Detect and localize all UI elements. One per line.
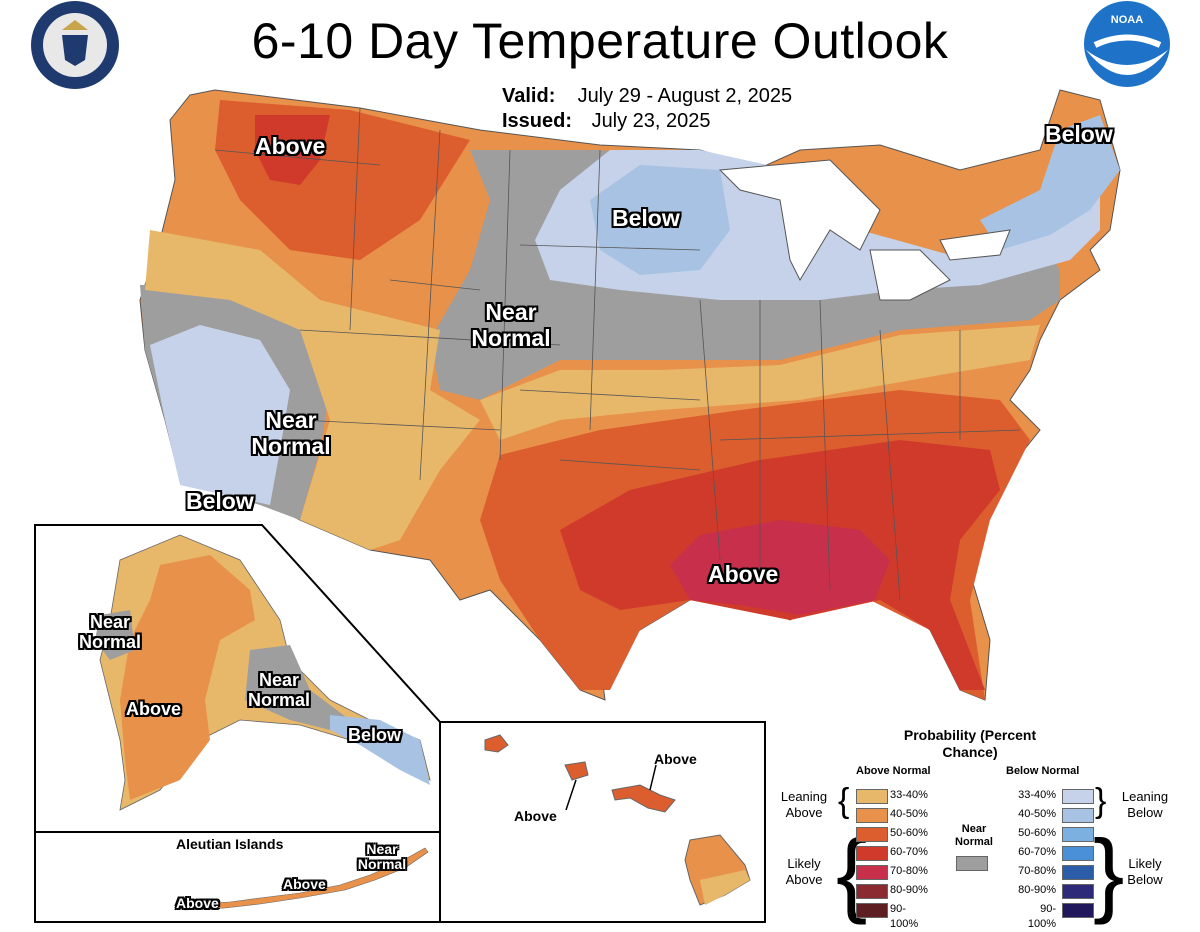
page-title: 6-10 Day Temperature Outlook (251, 13, 949, 69)
below-california (150, 325, 290, 505)
legend-below-swatch-1 (1062, 808, 1094, 823)
legend-below-label-5: 80-90% (1018, 884, 1056, 896)
aleutian-label-above-1: Above (283, 876, 326, 892)
kauai (484, 734, 509, 753)
label-near-normal-plains: Near Normal (471, 299, 551, 351)
legend-above-label-4: 70-80% (890, 865, 928, 877)
legend-below-swatch-5 (1062, 884, 1094, 899)
valid-label: Valid: (502, 85, 556, 107)
aleutian-title: Aleutian Islands (176, 836, 284, 852)
label-below-upper-midwest: Below (612, 205, 680, 231)
legend-below-label-3: 60-70% (1018, 846, 1056, 858)
hawaii-label-above-2: Above (654, 751, 697, 767)
issued-label: Issued: (502, 110, 573, 132)
legend-below-label-1: 40-50% (1018, 808, 1056, 820)
label-below-northeast: Below (1045, 121, 1113, 147)
legend-leaning-above: Leaning Above (780, 789, 828, 820)
brace-likely-below: } (1093, 820, 1125, 925)
label-near-normal-west: Near Normal (251, 407, 331, 459)
legend-above-label-3: 60-70% (890, 846, 928, 858)
alaska-near-normal-west (95, 610, 135, 660)
legend-below-label-6: 90-100% (1027, 903, 1056, 930)
issued-line: Issued: July 23, 2025 (502, 110, 711, 133)
hawaii-leader-2 (649, 764, 657, 791)
alaska-inset (34, 524, 441, 833)
aleutian-label-near-normal: Near Normal (357, 841, 407, 872)
valid-value: July 29 - August 2, 2025 (577, 85, 793, 107)
aleutian-inset (34, 831, 441, 923)
legend-below-swatch-4 (1062, 865, 1094, 880)
label-below-california: Below (186, 488, 254, 514)
conus-map (139, 89, 1121, 701)
brace-leaning-below: } (1095, 782, 1107, 820)
alaska-near-normal-south (245, 645, 350, 730)
hawaii-label-above-1: Above (514, 808, 557, 824)
legend-above-swatch-6 (856, 903, 888, 918)
legend-near-normal-swatch (956, 856, 988, 871)
legend-above-swatch-0 (856, 789, 888, 804)
state-borders (214, 107, 1021, 601)
aleutian-islands-chain (179, 847, 429, 911)
legend-above-label-1: 40-50% (890, 808, 928, 820)
legend-above-header: Above Normal (856, 765, 931, 777)
legend-below-swatch-0 (1062, 789, 1094, 804)
big-island-south (700, 870, 750, 905)
alaska-label-near-normal-west: Near Normal (78, 612, 141, 652)
likely-above-gulf-core (670, 520, 890, 615)
below-core-northeast (980, 115, 1120, 250)
legend-leaning-below: Leaning Below (1121, 789, 1169, 820)
noaa-logo-text: NOAA (1111, 14, 1143, 26)
legend-below-label-4: 70-80% (1018, 865, 1056, 877)
legend-likely-above: Likely Above (785, 856, 823, 887)
legend-below-label-0: 33-40% (1018, 789, 1056, 801)
legend-above-swatch-2 (856, 827, 888, 842)
legend-above-label-5: 80-90% (890, 884, 928, 896)
alaska-label-above: Above (126, 699, 182, 719)
legend-below-header: Below Normal (1006, 765, 1080, 777)
legend-above-swatch-4 (856, 865, 888, 880)
aleutian-label-above-2: Above (176, 895, 219, 911)
hawaii-leader-1 (565, 779, 577, 811)
below-core-midwest (590, 165, 730, 275)
label-above-northwest: Above (255, 133, 326, 159)
legend-below-label-2: 50-60% (1018, 827, 1056, 839)
alaska-label-near-normal-south: Near Normal (247, 670, 310, 710)
likely-above-northwest-core (255, 115, 330, 185)
legend-above-swatch-3 (856, 846, 888, 861)
alaska-below-panhandle (330, 715, 430, 785)
label-above-gulf: Above (708, 561, 779, 587)
brace-leaning-above: { (838, 782, 850, 820)
legend-title: Probability (Percent Chance) (903, 727, 1037, 760)
noaa-logo-icon: NOAA (1084, 1, 1170, 87)
valid-line: Valid: July 29 - August 2, 2025 (502, 85, 792, 108)
issued-value: July 23, 2025 (591, 110, 711, 132)
legend-below-swatch-6 (1062, 903, 1094, 918)
legend-above-swatch-1 (856, 808, 888, 823)
oahu (564, 761, 589, 781)
alaska-above-core (120, 555, 255, 800)
legend-below-swatch-3 (1062, 846, 1094, 861)
alaska-label-below: Below (348, 725, 402, 745)
legend-below-swatch-2 (1062, 827, 1094, 842)
legend-near-normal-label: Near Normal (955, 823, 993, 848)
legend-above-label-2: 50-60% (890, 827, 928, 839)
maui-molokai (611, 784, 676, 813)
legend-above-swatch-5 (856, 884, 888, 899)
legend-above-label-6: 90-100% (890, 903, 919, 930)
hawaii-inset (439, 721, 766, 923)
legend-likely-below: Likely Below (1127, 856, 1163, 887)
doc-seal-icon (31, 1, 119, 89)
lean-above-west (145, 230, 480, 550)
great-lakes (718, 159, 1011, 301)
legend-above-label-0: 33-40% (890, 789, 928, 801)
